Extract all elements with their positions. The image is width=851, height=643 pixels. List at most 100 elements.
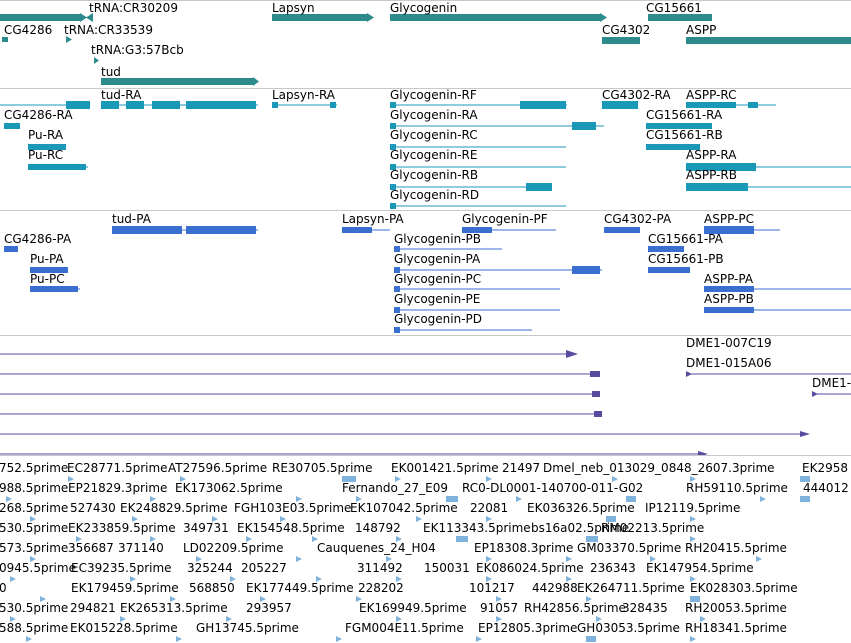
est-label[interactable]: EK177449.5prime <box>246 581 354 595</box>
protein-label[interactable]: CG4286-PA <box>4 232 72 246</box>
est-label[interactable]: Dmel_neb_013029_0848_2607.3prime <box>543 461 775 475</box>
gene-label[interactable]: ASPP <box>686 23 717 37</box>
est-label[interactable]: EK113343.5prime <box>423 521 531 535</box>
gene-label[interactable]: Lapsyn <box>272 1 315 15</box>
transcript-label[interactable]: Glycogenin-RC <box>390 128 478 142</box>
transcript-label[interactable]: Glycogenin-RF <box>390 88 477 102</box>
protein-label[interactable]: CG4302-PA <box>604 212 672 226</box>
est-label[interactable]: 444012 <box>803 481 849 495</box>
est-label[interactable]: EK147954.5prime <box>646 561 754 575</box>
est-label[interactable]: 527430 <box>70 501 116 515</box>
est-label[interactable]: EK015228.5prime <box>70 621 178 635</box>
transcript-label[interactable]: CG4302-RA <box>602 88 671 102</box>
protein-label[interactable]: CG15661-PA <box>648 232 723 246</box>
est-label[interactable]: 752.5prime <box>0 461 69 475</box>
protein-label[interactable]: Lapsyn-PA <box>342 212 404 226</box>
est-label[interactable]: 101217 <box>469 581 515 595</box>
est-label[interactable]: EP12805.3prime <box>478 621 578 635</box>
protein-label[interactable]: ASPP-PB <box>704 292 754 306</box>
lapsyn-glyph[interactable] <box>272 14 367 21</box>
est-label[interactable]: RH42856.5prime <box>524 601 626 615</box>
protein-label[interactable]: Glycogenin-PD <box>394 312 483 326</box>
est-label[interactable]: EK264711.5prime <box>577 581 685 595</box>
cdna-label[interactable]: DME1-007C19 <box>686 336 772 350</box>
est-label[interactable]: RH20415.5prime <box>685 541 787 555</box>
aspp-glyph[interactable] <box>686 37 851 44</box>
est-label[interactable]: EP18308.3prime <box>474 541 574 555</box>
est-label[interactable]: EK028303.5prime <box>690 581 798 595</box>
glycogenin-glyph[interactable] <box>390 14 600 21</box>
est-label[interactable]: 568850 <box>189 581 235 595</box>
transcript-label[interactable]: ASPP-RA <box>686 148 737 162</box>
est-label[interactable]: Cauquenes_24_H04 <box>317 541 436 555</box>
est-label[interactable]: 268.5prime <box>0 501 69 515</box>
est-label[interactable]: RM02213.5prime <box>601 521 705 535</box>
est-label[interactable]: 325244 <box>187 561 233 575</box>
gene-label[interactable]: CG4286 <box>4 23 53 37</box>
cg4302-glyph[interactable] <box>602 37 640 44</box>
est-label[interactable]: 21497 <box>502 461 541 475</box>
est-label[interactable]: 588.5prime <box>0 621 69 635</box>
protein-label[interactable]: Glycogenin-PC <box>394 272 482 286</box>
transcript-label[interactable]: ASPP-RB <box>686 168 737 182</box>
est-label[interactable]: 371140 <box>118 541 164 555</box>
est-label[interactable]: EK265313.5prime <box>120 601 228 615</box>
est-label[interactable]: EK173062.5prime <box>175 481 283 495</box>
est-label[interactable]: IP12119.5prime <box>645 501 741 515</box>
est-label[interactable]: 293957 <box>246 601 292 615</box>
est-label[interactable]: bs16a02.5prime <box>531 521 630 535</box>
est-label[interactable]: 530.5prime <box>0 521 69 535</box>
gene-label[interactable]: CG4302 <box>602 23 651 37</box>
cg4286-glyph[interactable] <box>2 37 8 42</box>
est-label[interactable]: EK036326.5prime <box>527 501 635 515</box>
est-label[interactable]: EC39235.5prime <box>71 561 172 575</box>
est-label[interactable]: EK169949.5prime <box>359 601 467 615</box>
est-label[interactable]: 530.5prime <box>0 601 69 615</box>
gene-label[interactable]: CG15661 <box>646 1 702 15</box>
transcript-label[interactable]: Glycogenin-RA <box>390 108 478 122</box>
est-label[interactable]: GM03370.5prime <box>577 541 682 555</box>
transcript-label[interactable]: Glycogenin-RD <box>390 188 480 202</box>
transcript-label[interactable]: CG4286-RA <box>4 108 73 122</box>
est-label[interactable]: 356687 <box>68 541 114 555</box>
est-label[interactable]: Fernando_27_E09 <box>342 481 448 495</box>
est-label[interactable]: GH03053.5prime <box>577 621 680 635</box>
protein-label[interactable]: Glycogenin-PB <box>394 232 482 246</box>
cdna-label[interactable]: DME1-015A06 <box>686 356 772 370</box>
est-label[interactable]: 328435 <box>622 601 668 615</box>
est-label[interactable]: 294821 <box>70 601 116 615</box>
protein-label[interactable]: tud-PA <box>112 212 151 226</box>
transcript-label[interactable]: Pu-RC <box>28 148 64 162</box>
gene-glyph-left[interactable] <box>0 14 80 21</box>
est-label[interactable]: 236343 <box>590 561 636 575</box>
gene-label[interactable]: Glycogenin <box>390 1 458 15</box>
tud-glyph[interactable] <box>101 78 253 85</box>
est-label[interactable]: 311492 <box>357 561 403 575</box>
est-label[interactable]: EK233859.5prime <box>68 521 176 535</box>
est-label[interactable]: 349731 <box>183 521 229 535</box>
protein-label[interactable]: Glycogenin-PE <box>394 292 481 306</box>
est-label[interactable]: LD02209.5prime <box>183 541 284 555</box>
protein-label[interactable]: ASPP-PC <box>704 212 754 226</box>
transcript-label[interactable]: Glycogenin-RB <box>390 168 479 182</box>
est-label[interactable]: RE30705.5prime <box>272 461 373 475</box>
transcript-label[interactable]: CG15661-RA <box>646 108 723 122</box>
est-label[interactable]: 228202 <box>358 581 404 595</box>
est-label[interactable]: 148792 <box>355 521 401 535</box>
protein-label[interactable]: Pu-PA <box>30 252 64 266</box>
est-label[interactable]: GH13745.5prime <box>196 621 299 635</box>
trna-cr33539-glyph[interactable] <box>66 36 72 43</box>
protein-label[interactable]: ASPP-PA <box>704 272 754 286</box>
est-label[interactable]: EK001421.5prime <box>391 461 499 475</box>
est-label[interactable]: RH20053.5prime <box>685 601 787 615</box>
est-label[interactable]: AT27596.5prime <box>168 461 268 475</box>
transcript-label[interactable]: CG15661-RB <box>646 128 723 142</box>
protein-label[interactable]: Glycogenin-PF <box>462 212 548 226</box>
gene-label[interactable]: tRNA:CR30209 <box>89 1 178 15</box>
protein-label[interactable]: CG15661-PB <box>648 252 724 266</box>
est-label[interactable]: 91057 <box>480 601 519 615</box>
est-label[interactable]: 205227 <box>241 561 287 575</box>
est-label[interactable]: 0 <box>0 581 7 595</box>
transcript-label[interactable]: tud-RA <box>101 88 142 102</box>
cdna-label[interactable]: DME1- <box>812 376 851 390</box>
